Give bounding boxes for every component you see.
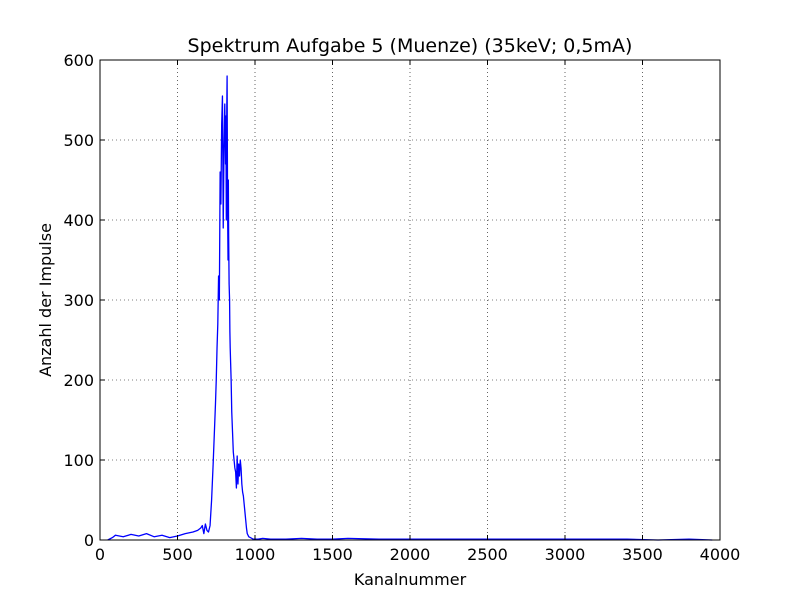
x-axis-label: Kanalnummer (354, 570, 467, 589)
y-tick-label: 600 (63, 51, 94, 70)
x-tick-label: 2500 (467, 545, 508, 564)
x-tick-labels: 0 500 1000 1500 2000 2500 3000 3500 4000 (95, 545, 740, 564)
y-axis-label: Anzahl der Impulse (36, 223, 55, 377)
chart-title: Spektrum Aufgabe 5 (Muenze) (35keV; 0,5m… (188, 35, 633, 57)
series-line (107, 75, 713, 541)
x-tick-label: 3500 (622, 545, 663, 564)
x-tick-label: 2000 (390, 545, 431, 564)
x-tick-label: 4000 (700, 545, 741, 564)
y-tick-label: 500 (63, 131, 94, 150)
x-tick-label: 1500 (312, 545, 353, 564)
x-tick-label: 3000 (545, 545, 586, 564)
data-series (107, 75, 713, 541)
y-tick-label: 300 (63, 291, 94, 310)
y-tick-label: 400 (63, 211, 94, 230)
y-tick-label: 0 (84, 531, 94, 550)
grid-lines (100, 60, 720, 540)
x-tick-label: 0 (95, 545, 105, 564)
plot-frame (99, 59, 721, 541)
x-tick-label: 1000 (235, 545, 276, 564)
y-tick-label: 200 (63, 371, 94, 390)
y-tick-labels: 0 100 200 300 400 500 600 (63, 51, 94, 550)
x-tick-label: 500 (162, 545, 193, 564)
y-tick-label: 100 (63, 451, 94, 470)
